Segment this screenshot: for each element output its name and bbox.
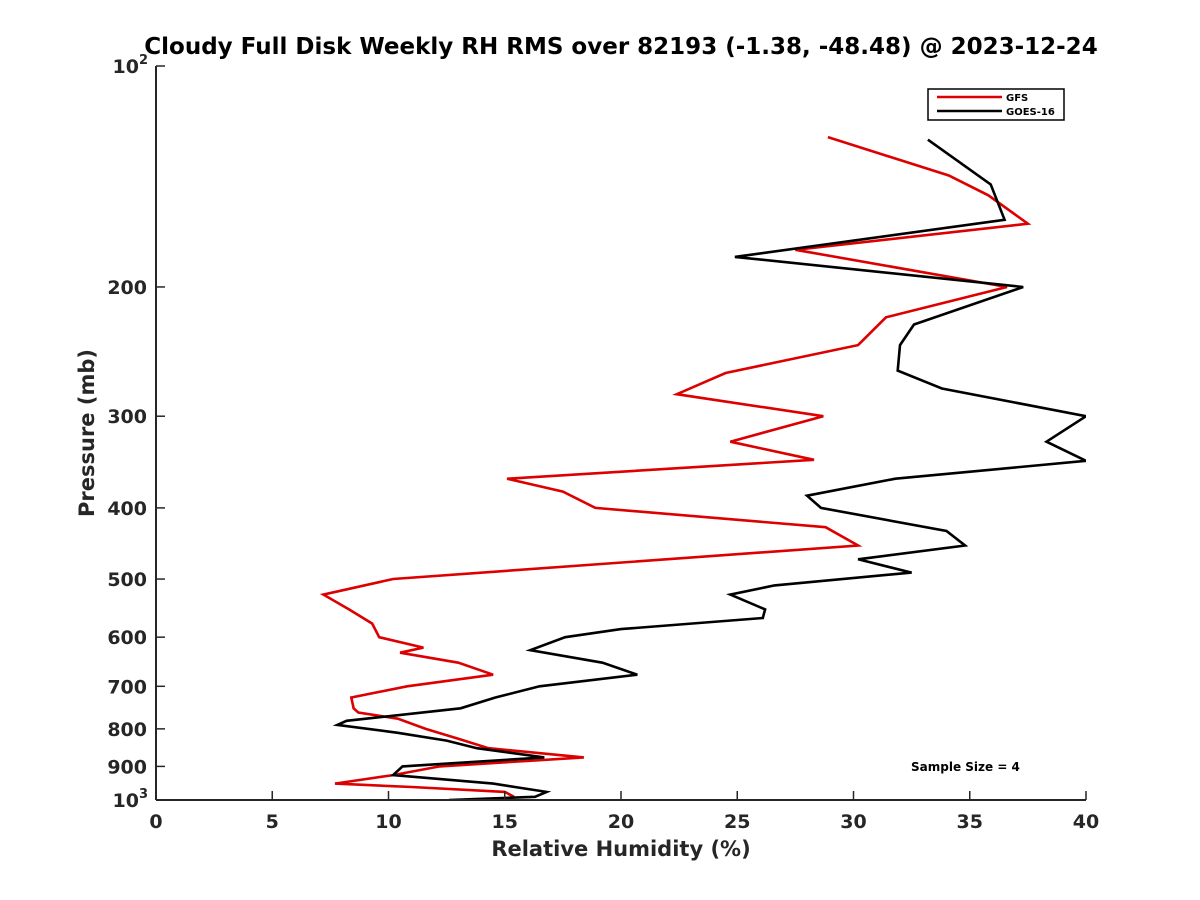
legend: GFS GOES-16: [927, 88, 1065, 121]
y-tick-label: 102: [113, 53, 149, 78]
y-tick-label: 103: [113, 787, 149, 812]
y-ticks: 102 200 300 400 500 600 700 800 900 103: [107, 53, 165, 812]
y-tick-label: 900: [107, 756, 147, 778]
x-tick-label: 0: [149, 811, 162, 833]
series-layer: [319, 135, 1086, 800]
y-axis-label: Pressure (mb): [75, 349, 99, 517]
y-tick-label: 300: [107, 406, 147, 428]
x-tick-label: 20: [608, 811, 634, 833]
y-tick-label: 700: [107, 676, 147, 698]
x-axis-label: Relative Humidity (%): [491, 837, 750, 861]
series-line-gfs: [319, 135, 1032, 798]
x-tick-label: 15: [492, 811, 518, 833]
chart-title: Cloudy Full Disk Weekly RH RMS over 8219…: [144, 34, 1097, 60]
series-line-goes-16: [332, 138, 1086, 800]
y-tick-label: 500: [107, 569, 147, 591]
x-tick-label: 30: [840, 811, 866, 833]
x-tick-label: 5: [266, 811, 279, 833]
y-tick-label: 200: [107, 277, 147, 299]
y-tick-label: 400: [107, 498, 147, 520]
x-tick-label: 35: [957, 811, 983, 833]
y-tick-label: 800: [107, 719, 147, 741]
legend-label-gfs: GFS: [1006, 93, 1028, 104]
y-tick-label: 600: [107, 627, 147, 649]
sample-size-annotation: Sample Size = 4: [911, 760, 1020, 774]
legend-label-goes-16: GOES-16: [1006, 107, 1055, 118]
x-tick-label: 40: [1073, 811, 1099, 833]
x-ticks: 0 5 10 15 20 25 30 35 40: [149, 791, 1099, 833]
x-tick-label: 25: [724, 811, 750, 833]
x-tick-label: 10: [375, 811, 401, 833]
legend-box: [927, 88, 1065, 121]
